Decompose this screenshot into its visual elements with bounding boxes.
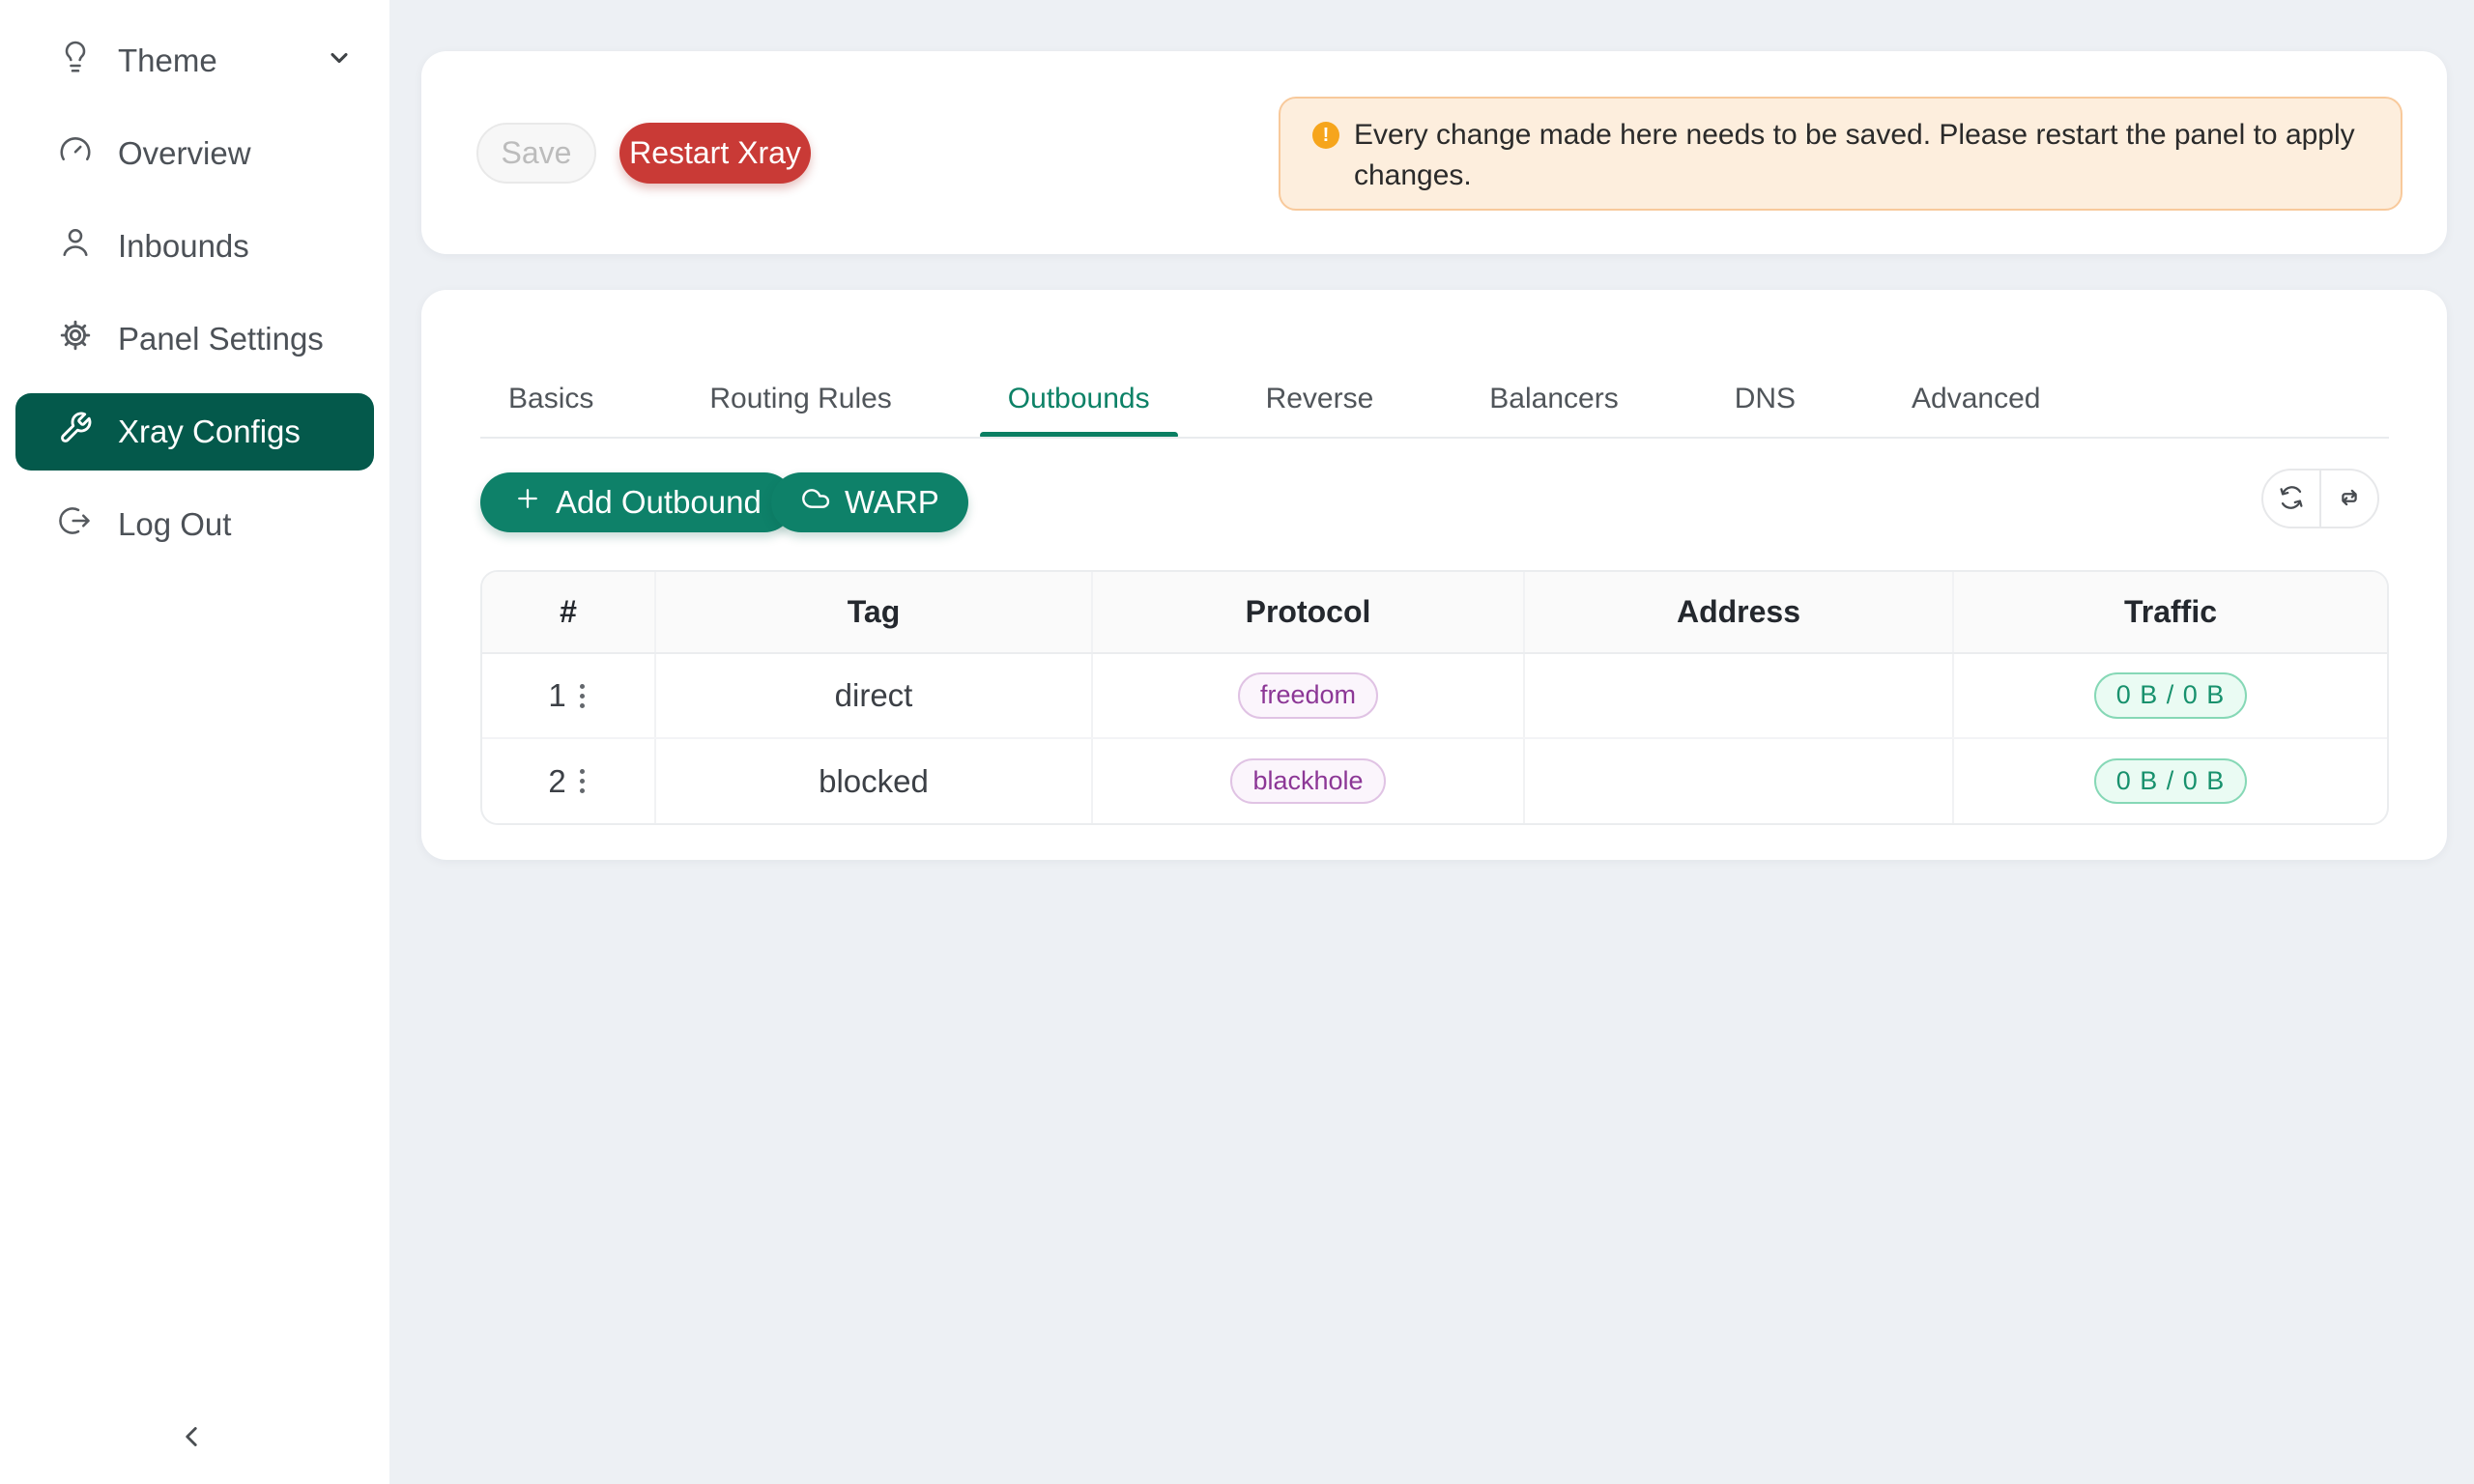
sidebar-item-label: Theme: [118, 43, 217, 78]
warp-button[interactable]: WARP: [771, 472, 968, 532]
lightbulb-icon: [58, 40, 93, 82]
address-cell: [1524, 738, 1954, 823]
add-outbound-button[interactable]: Add Outbound: [480, 472, 794, 532]
wrench-icon: [58, 411, 93, 453]
add-outbound-label: Add Outbound: [556, 484, 762, 520]
sidebar-item-label: Panel Settings: [118, 321, 324, 357]
chevron-down-icon: [326, 43, 353, 79]
table-header-row: # Tag Protocol Address Traffic: [482, 572, 2387, 654]
tabs-divider: [480, 437, 2389, 439]
warp-label: WARP: [845, 484, 939, 520]
plus-icon: [513, 484, 542, 521]
repeat-button[interactable]: [2319, 471, 2377, 527]
collapse-sidebar-button[interactable]: [164, 1411, 218, 1465]
sidebar: Theme Overview Inbounds: [0, 0, 389, 1484]
alert-text: Every change made here needs to be saved…: [1354, 119, 2355, 191]
sidebar-item-overview[interactable]: Overview: [15, 115, 374, 192]
tag-cell: direct: [655, 653, 1093, 739]
tab-advanced[interactable]: Advanced: [1912, 383, 2041, 414]
sidebar-item-xray-configs[interactable]: Xray Configs: [15, 393, 374, 471]
tab-outbounds[interactable]: Outbounds: [979, 375, 1178, 439]
tab-reverse[interactable]: Reverse: [1265, 383, 1374, 414]
sidebar-item-panel-settings[interactable]: Panel Settings: [15, 300, 374, 378]
gear-icon: [58, 318, 93, 360]
address-cell: [1524, 653, 1954, 739]
sidebar-item-label: Log Out: [118, 506, 232, 542]
cloud-icon: [800, 483, 831, 522]
restart-xray-button[interactable]: Restart Xray: [619, 123, 811, 184]
save-button[interactable]: Save: [476, 123, 596, 184]
protocol-badge: freedom: [1237, 672, 1379, 719]
table-actions-segmented: [2261, 469, 2379, 528]
refresh-icon: [2275, 481, 2308, 517]
outbounds-table: # Tag Protocol Address Traffic 1 direct: [480, 570, 2389, 825]
traffic-badge: 0 B / 0 B: [2093, 757, 2248, 805]
config-tabs: Basics Routing Rules Outbounds Reverse B…: [508, 375, 2041, 439]
tab-dns[interactable]: DNS: [1734, 383, 1797, 414]
row-menu-icon[interactable]: [576, 765, 589, 797]
sidebar-item-label: Xray Configs: [118, 414, 301, 449]
gauge-icon: [58, 132, 93, 175]
chevron-left-icon: [175, 1420, 208, 1456]
warning-icon: !: [1312, 122, 1339, 149]
tab-routing-rules[interactable]: Routing Rules: [709, 383, 892, 414]
sidebar-item-label: Inbounds: [118, 228, 249, 264]
repeat-icon: [2333, 481, 2366, 517]
sidebar-item-label: Overview: [118, 135, 251, 171]
tag-cell: blocked: [655, 738, 1093, 823]
sidebar-item-inbounds[interactable]: Inbounds: [15, 208, 374, 285]
user-icon: [58, 225, 93, 268]
xray-configs-card: Basics Routing Rules Outbounds Reverse B…: [421, 290, 2447, 860]
traffic-badge: 0 B / 0 B: [2093, 672, 2248, 719]
column-header-number: #: [482, 572, 656, 654]
tab-basics[interactable]: Basics: [508, 383, 594, 414]
tab-balancers[interactable]: Balancers: [1489, 383, 1619, 414]
column-header-tag: Tag: [655, 572, 1093, 654]
refresh-button[interactable]: [2263, 471, 2319, 527]
table-row: 2 blocked blackhole 0 B / 0 B: [482, 738, 2387, 823]
table-row: 1 direct freedom 0 B / 0 B: [482, 653, 2387, 739]
row-number: 1: [548, 677, 566, 713]
column-header-protocol: Protocol: [1092, 572, 1525, 654]
logout-icon: [58, 503, 93, 546]
restart-warning-alert: ! Every change made here needs to be sav…: [1279, 97, 2402, 211]
sidebar-nav: Theme Overview Inbounds: [0, 0, 389, 563]
sidebar-item-log-out[interactable]: Log Out: [15, 486, 374, 563]
column-header-traffic: Traffic: [1953, 572, 2387, 654]
column-header-address: Address: [1524, 572, 1954, 654]
actions-card: Save Restart Xray ! Every change made he…: [421, 51, 2447, 254]
row-number: 2: [548, 762, 566, 799]
sidebar-item-theme[interactable]: Theme: [15, 22, 374, 100]
protocol-badge: blackhole: [1230, 757, 1386, 805]
row-menu-icon[interactable]: [576, 680, 589, 712]
